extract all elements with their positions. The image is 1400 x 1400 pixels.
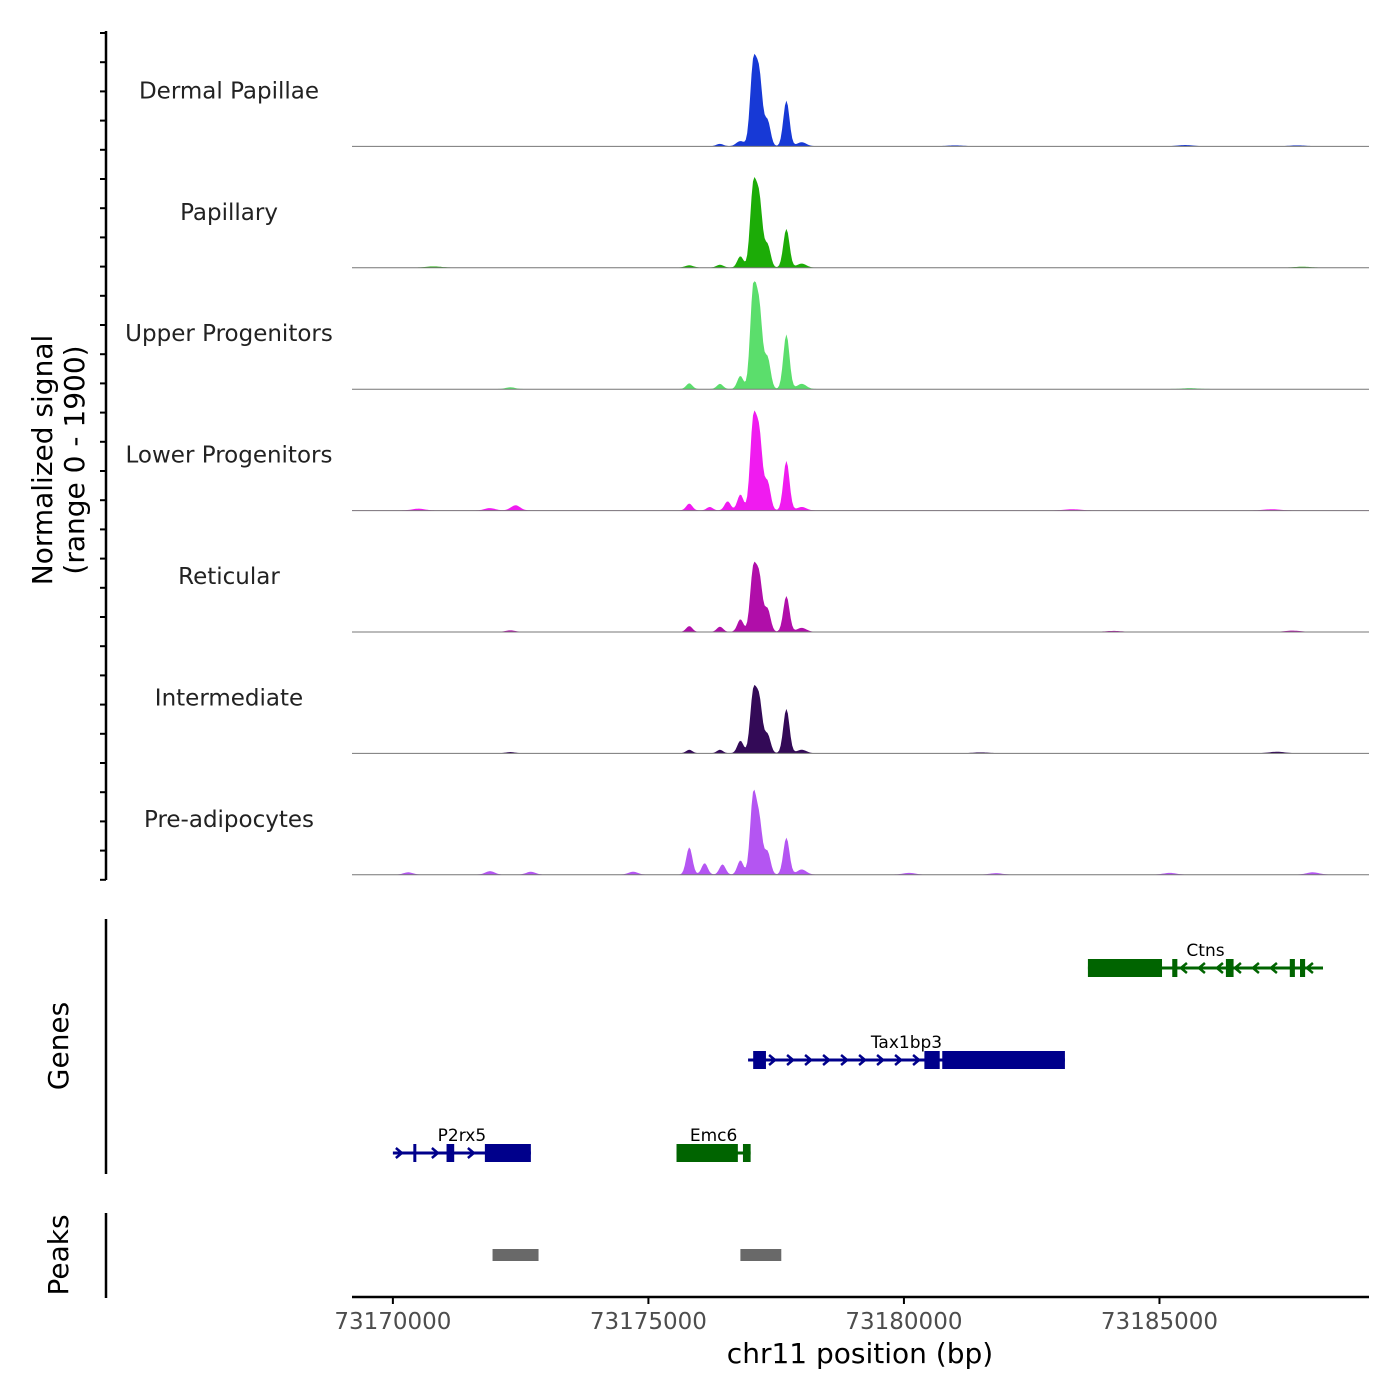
strand-arrow (804, 1054, 814, 1066)
strand-arrow (822, 1054, 832, 1066)
signal-area (352, 281, 1369, 390)
x-tick-label: 73180000 (845, 1309, 962, 1335)
strand-arrow (431, 1147, 440, 1159)
signal-area (352, 410, 1369, 511)
coverage-track: Papillary (180, 176, 1369, 269)
y-axis-label: Normalized signal (26, 335, 59, 586)
genes-track-label: Genes (42, 1002, 75, 1090)
signal-y-ticks (100, 32, 106, 881)
gene-ctns: Ctns (1087, 941, 1324, 977)
coverage-track: Dermal Papillae (139, 53, 1369, 147)
peak-region (492, 1249, 539, 1261)
gene-track: P2rx5 Emc6 Tax1bp3 Ctns (392, 941, 1324, 1162)
gene-exon (942, 1051, 1065, 1069)
track-label: Reticular (178, 564, 280, 590)
gene-exon (446, 1144, 455, 1162)
gene-label: Ctns (1186, 941, 1224, 961)
strand-arrow (1196, 962, 1206, 974)
track-label: Intermediate (155, 685, 303, 711)
x-axis-ticks: 73170000 73175000 73180000 73185000 (334, 1297, 1218, 1335)
gene-exon (924, 1051, 940, 1069)
signal-area (352, 789, 1369, 875)
coverage-track: Intermediate (155, 684, 1369, 754)
gene-exon (1289, 959, 1295, 977)
strand-arrow (840, 1054, 850, 1066)
gene-exon (1300, 959, 1306, 977)
coverage-track: Upper Progenitors (125, 281, 1369, 390)
strand-arrow (912, 1054, 922, 1066)
strand-arrow (1232, 962, 1242, 974)
signal-area (352, 561, 1369, 632)
track-label: Pre-adipocytes (144, 807, 314, 833)
track-label: Upper Progenitors (125, 321, 333, 347)
signal-area (352, 684, 1369, 754)
x-axis-label: chr11 position (bp) (727, 1337, 993, 1370)
signal-area (352, 176, 1369, 268)
gene-exon (1172, 959, 1178, 977)
peak-region (740, 1249, 782, 1261)
coverage-tracks: Dermal Papillae Papillary Upper Progenitor… (125, 53, 1369, 876)
strand-arrow (768, 1054, 778, 1066)
x-tick-label: 73170000 (334, 1309, 451, 1335)
x-tick-label: 73185000 (1101, 1309, 1218, 1335)
y-axis-range-label: (range 0 - 1900) (58, 345, 91, 574)
strand-arrow (858, 1054, 868, 1066)
gene-emc6: Emc6 (676, 1126, 751, 1162)
gene-exon (742, 1144, 751, 1162)
coverage-track: Reticular (178, 561, 1369, 633)
strand-arrow (1268, 962, 1278, 974)
gene-label: P2rx5 (438, 1126, 486, 1146)
coverage-track: Lower Progenitors (126, 410, 1369, 512)
gene-label: Tax1bp3 (870, 1033, 942, 1053)
track-label: Lower Progenitors (126, 443, 333, 469)
signal-area (352, 53, 1369, 147)
gene-exon (1087, 959, 1163, 977)
peaks-track-label: Peaks (42, 1214, 75, 1295)
track-label: Dermal Papillae (139, 78, 319, 104)
strand-arrow (1178, 962, 1188, 974)
strand-arrow (1304, 962, 1314, 974)
gene-exon (413, 1144, 417, 1162)
strand-arrow (1250, 962, 1260, 974)
gene-exon (753, 1051, 766, 1069)
gene-exon (1225, 959, 1234, 977)
gene-exon (676, 1144, 738, 1162)
peak-track (492, 1249, 782, 1261)
strand-arrow (786, 1054, 796, 1066)
strand-arrow (876, 1054, 886, 1066)
track-label: Papillary (180, 200, 278, 226)
strand-arrow (395, 1147, 404, 1159)
gene-exon (484, 1144, 531, 1162)
gene-label: Emc6 (690, 1126, 737, 1146)
coverage-track: Pre-adipocytes (144, 789, 1369, 876)
gene-p2rx5: P2rx5 (392, 1126, 531, 1162)
strand-arrow (1214, 962, 1224, 974)
strand-arrow (467, 1147, 476, 1159)
x-tick-label: 73175000 (590, 1309, 707, 1335)
strand-arrow (894, 1054, 904, 1066)
gene-tax1bp3: Tax1bp3 (748, 1033, 1065, 1069)
